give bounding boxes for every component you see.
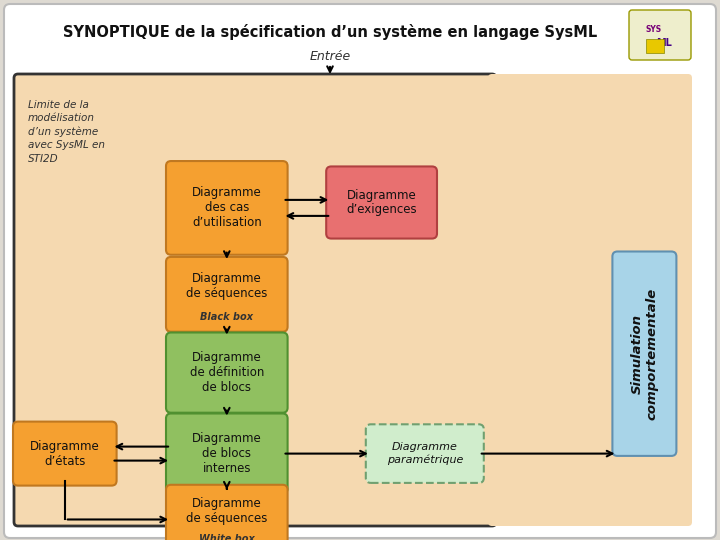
Text: Diagramme
de séquences: Diagramme de séquences (186, 272, 268, 300)
Text: Diagramme
de définition
de blocs: Diagramme de définition de blocs (189, 351, 264, 394)
FancyBboxPatch shape (646, 39, 664, 53)
Text: Black box: Black box (200, 312, 253, 322)
Text: White box: White box (199, 534, 255, 540)
Text: Diagramme
d’états: Diagramme d’états (30, 440, 99, 468)
FancyBboxPatch shape (366, 424, 484, 483)
Text: Diagramme
de blocs
internes: Diagramme de blocs internes (192, 432, 261, 475)
FancyBboxPatch shape (629, 10, 691, 60)
FancyBboxPatch shape (613, 252, 676, 456)
Text: Diagramme
de séquences: Diagramme de séquences (186, 497, 268, 525)
FancyBboxPatch shape (13, 422, 117, 485)
FancyBboxPatch shape (166, 485, 287, 540)
Text: ML: ML (656, 38, 672, 48)
FancyBboxPatch shape (4, 4, 716, 538)
FancyBboxPatch shape (14, 74, 496, 526)
Text: Simulation
comportementale: Simulation comportementale (631, 288, 658, 420)
FancyBboxPatch shape (166, 161, 287, 255)
FancyBboxPatch shape (326, 166, 437, 239)
FancyBboxPatch shape (166, 333, 287, 413)
FancyBboxPatch shape (488, 74, 692, 526)
Text: Entrée: Entrée (310, 51, 351, 64)
FancyBboxPatch shape (166, 257, 287, 332)
Text: Diagramme
des cas
d’utilisation: Diagramme des cas d’utilisation (192, 186, 261, 230)
Text: SYS: SYS (646, 24, 662, 33)
Text: Diagramme
d’exigences: Diagramme d’exigences (346, 188, 417, 217)
Text: Limite de la
modélisation
d’un système
avec SysML en
STI2D: Limite de la modélisation d’un système a… (28, 100, 105, 164)
Text: SYNOPTIQUE de la spécification d’un système en langage SysML: SYNOPTIQUE de la spécification d’un syst… (63, 24, 597, 40)
Text: Diagramme
paramétrique: Diagramme paramétrique (387, 442, 463, 465)
FancyBboxPatch shape (166, 414, 287, 494)
